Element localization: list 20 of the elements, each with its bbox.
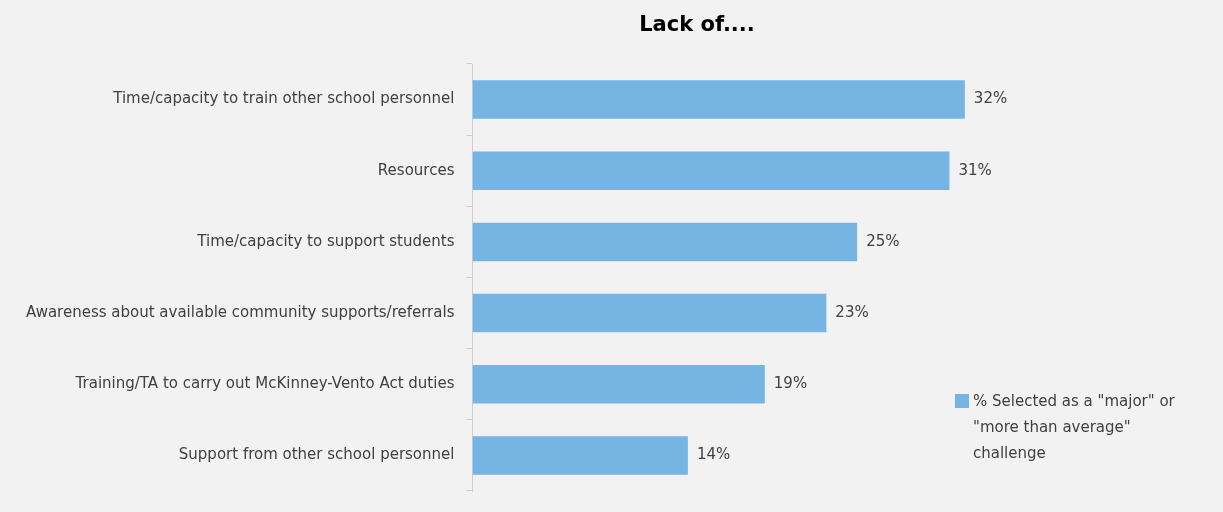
- bar: [472, 80, 965, 119]
- bar: [472, 365, 765, 404]
- data-label: 25%: [866, 231, 900, 250]
- y-tick-label: Support from other school personnel: [178, 445, 455, 464]
- data-label: 31%: [958, 160, 992, 179]
- y-tick-label: Resources: [377, 160, 455, 179]
- y-tick-label: Awareness about available community supports/referrals: [26, 302, 455, 321]
- bar: [472, 151, 950, 190]
- bar: [472, 436, 688, 475]
- data-label: 19%: [773, 374, 808, 393]
- y-tick-label: Time/capacity to train other school personnel: [112, 89, 455, 108]
- data-label: 23%: [835, 302, 869, 321]
- data-label: 14%: [696, 445, 731, 464]
- legend-label: % Selected as a "major" or "more than average" challenge: [973, 391, 1176, 464]
- bar: [472, 222, 858, 262]
- data-label: 32%: [973, 89, 1008, 108]
- y-tick-label: Training/TA to carry out McKinney-Vento Act duties: [74, 374, 455, 393]
- y-tick-label: Time/capacity to support students: [196, 231, 455, 250]
- bar: [472, 293, 827, 333]
- chart-title: Lack of....: [638, 12, 756, 36]
